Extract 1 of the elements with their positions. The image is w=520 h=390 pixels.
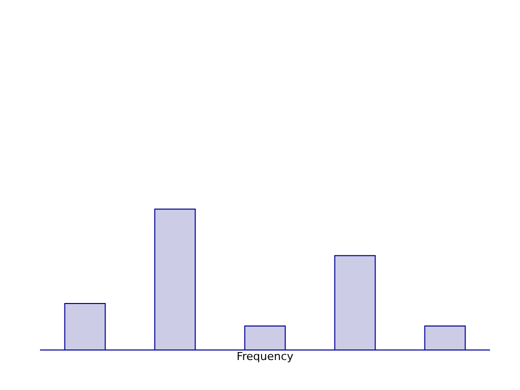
x-axis-title: Frequency [236, 350, 294, 364]
